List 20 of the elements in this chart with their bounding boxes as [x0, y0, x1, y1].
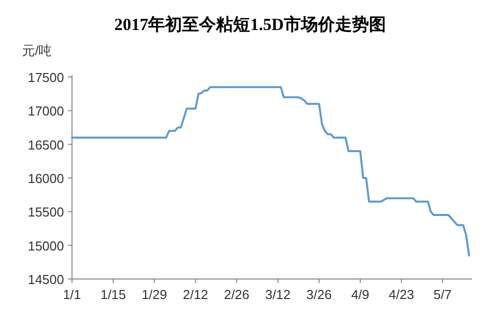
x-tick-label: 5/7	[434, 287, 452, 302]
y-tick-label: 16500	[28, 137, 64, 152]
x-tick-label: 3/12	[265, 287, 291, 302]
x-tick-label: 1/15	[100, 287, 126, 302]
x-tick-label: 3/26	[306, 287, 332, 302]
y-tick-label: 17500	[28, 70, 64, 85]
x-tick-label: 2/26	[224, 287, 250, 302]
chart-title: 2017年初至今粘短1.5D市场价走势图	[114, 15, 386, 34]
x-tick-label: 4/23	[388, 287, 414, 302]
y-tick-label: 15000	[28, 238, 64, 254]
y-tick-label: 16000	[28, 171, 64, 186]
x-tick-label: 1/29	[142, 287, 168, 302]
line-series	[71, 86, 470, 256]
y-tick-label: 14500	[28, 272, 64, 287]
x-tick-label: 2/12	[182, 287, 208, 302]
y-tick-label: 15500	[28, 204, 64, 220]
y-axis-title: 元/吨	[22, 43, 52, 58]
x-tick-label: 4/9	[351, 287, 370, 302]
y-tick-label: 17000	[28, 104, 64, 119]
x-tick-label: 1/1	[62, 287, 82, 302]
